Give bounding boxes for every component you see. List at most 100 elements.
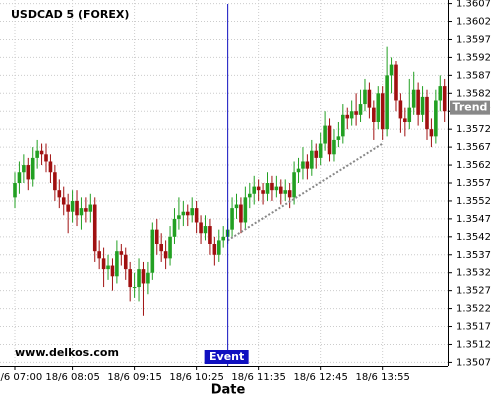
x-tick-label: 18/6 13:55	[355, 372, 409, 383]
candle-body	[247, 193, 252, 198]
candle-body	[367, 89, 372, 108]
y-tick-label: 1.3587	[456, 70, 491, 81]
y-tick-label: 1.3537	[456, 250, 491, 261]
candle-body	[403, 118, 407, 122]
candle-body	[270, 183, 274, 191]
candle-body	[163, 251, 168, 259]
candle-body	[243, 197, 248, 223]
watermark: www.delkos.com	[15, 346, 119, 359]
candle-body	[177, 215, 181, 219]
candle-body	[39, 150, 44, 155]
candle-body	[438, 86, 443, 101]
candle-body	[123, 254, 128, 270]
x-tick-label: 18/6 09:15	[107, 372, 161, 383]
candle-body	[70, 200, 75, 212]
candle-body	[376, 93, 381, 122]
candle-body	[239, 204, 243, 223]
candle-body	[372, 107, 376, 122]
chart-title: USDCAD 5 (FOREX)	[11, 8, 129, 21]
candle-body	[336, 136, 341, 140]
candle-body	[128, 269, 132, 288]
candle-body	[141, 269, 146, 284]
candle-body	[13, 183, 17, 198]
candle-body	[194, 208, 199, 223]
x-tick-label: 18/6 10:25	[169, 372, 223, 383]
y-tick-label: 1.3572	[456, 124, 491, 135]
candle-body	[106, 265, 110, 270]
y-tick-label: 1.3517	[456, 322, 491, 333]
candle-body	[199, 222, 203, 234]
candle-body	[287, 190, 292, 198]
candle-body	[327, 125, 332, 155]
candle-body	[146, 272, 150, 284]
candle-body	[101, 258, 106, 270]
candle-body	[256, 186, 261, 191]
candle-body	[154, 229, 159, 244]
candle-body	[296, 168, 301, 173]
marks	[13, 4, 447, 366]
candle-body	[190, 208, 194, 216]
candle-body	[79, 208, 84, 216]
y-tick-label: 1.3507	[456, 357, 491, 368]
candle-body	[318, 143, 323, 158]
candle-body	[332, 139, 336, 155]
event-label: Event	[209, 350, 244, 363]
candle-body	[279, 186, 283, 194]
x-tick-label: 18/6 08:05	[45, 372, 99, 383]
candle-body	[212, 244, 217, 255]
x-tick-label: 18/6 11:35	[231, 372, 285, 383]
candle-body	[48, 161, 53, 173]
candle-body	[349, 111, 354, 119]
candle-body	[35, 150, 39, 158]
candle-body	[434, 100, 438, 137]
candle-body	[389, 64, 394, 76]
candle-body	[137, 269, 141, 288]
candle-body	[221, 236, 226, 241]
candle-body	[305, 161, 310, 169]
candle-body	[216, 240, 221, 255]
candle-body	[181, 211, 186, 216]
y-tick-label: 1.3522	[456, 304, 491, 315]
x-tick-label: 18/6 07:00	[0, 372, 42, 383]
candle-body	[17, 172, 22, 183]
candle-body	[208, 226, 212, 244]
y-tick-label: 1.3557	[456, 178, 491, 189]
trend-label: Trend	[453, 101, 488, 114]
candle-body	[159, 244, 163, 252]
candle-body	[26, 165, 31, 180]
y-tick-label: 1.3607	[456, 0, 491, 10]
candle-body	[380, 93, 385, 130]
candle-body	[185, 211, 190, 216]
candle-body	[110, 265, 115, 277]
event-label-box	[204, 350, 249, 364]
candle-body	[115, 251, 119, 277]
candle-body	[407, 107, 412, 122]
trend-label-box	[450, 100, 490, 115]
candle-body	[230, 208, 234, 230]
candle-body	[394, 64, 398, 101]
candle-body	[234, 204, 239, 209]
x-tick-label: 18/6 12:45	[293, 372, 347, 383]
y-tick-label: 1.3547	[456, 214, 491, 225]
candle-body	[61, 197, 66, 205]
y-tick-label: 1.3532	[456, 268, 491, 279]
candle-body	[363, 89, 367, 105]
y-tick-label: 1.3512	[456, 339, 491, 350]
candle-body	[385, 75, 389, 130]
candle-body	[274, 186, 279, 191]
y-tick-label: 1.3602	[456, 17, 491, 28]
candle-body	[168, 236, 172, 259]
candle-body	[261, 190, 265, 194]
candle-body	[420, 96, 425, 115]
candle-body	[92, 204, 97, 252]
candle-body	[75, 200, 79, 216]
candle-body	[252, 186, 257, 194]
candle-body	[172, 218, 177, 237]
candle-body	[283, 190, 288, 194]
candle-body	[301, 161, 305, 169]
candle-body	[442, 86, 447, 112]
candle-body	[53, 172, 57, 191]
candle-body	[88, 204, 93, 212]
candle-body	[119, 251, 124, 255]
y-tick-label: 1.3562	[456, 160, 491, 171]
